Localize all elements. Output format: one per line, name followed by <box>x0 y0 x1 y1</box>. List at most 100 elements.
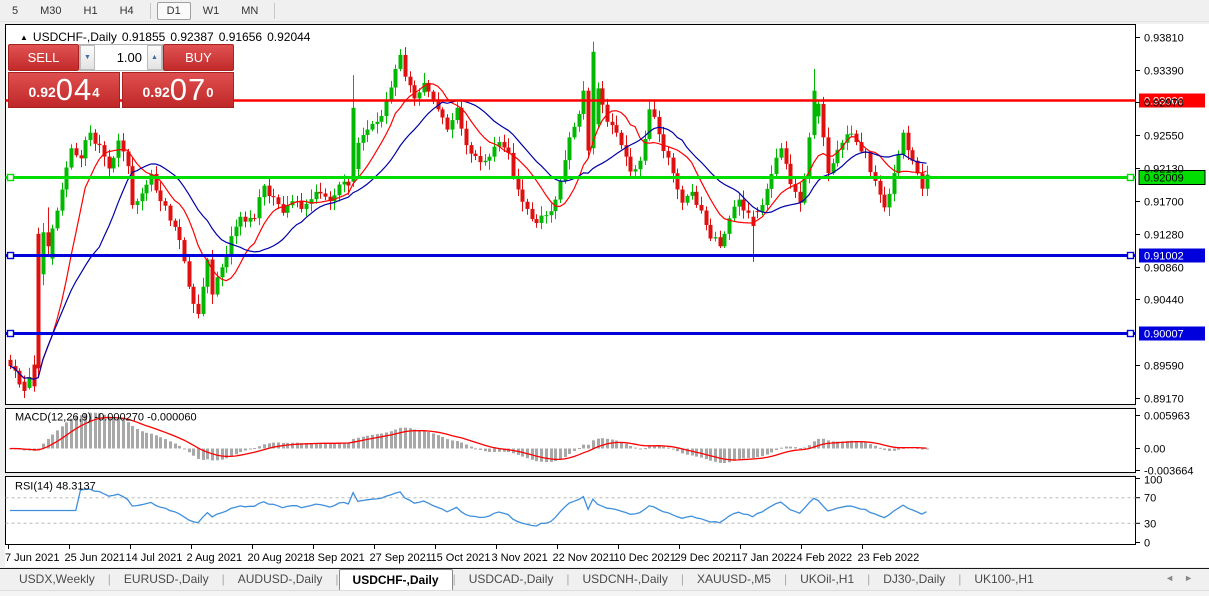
chart-tab-dj30-daily[interactable]: DJ30-,Daily <box>883 572 946 586</box>
chart-window[interactable]: ▲ USDCHF-,Daily 0.91855 0.92387 0.91656 … <box>5 24 1209 567</box>
timeframe-button-mn[interactable]: MN <box>241 4 259 17</box>
tab-scroll-left-icon[interactable]: ◄ <box>1165 573 1185 583</box>
price-axis-column <box>1136 24 1209 567</box>
timeframe-button-w1[interactable]: W1 <box>202 4 220 17</box>
svg-text:0.93390: 0.93390 <box>1144 66 1184 78</box>
svg-text:70: 70 <box>1144 493 1156 505</box>
ohlc-high: 0.92387 <box>170 30 214 44</box>
timeframe-toolbar: 5 M30 H1 H4 D1 W1 MN <box>0 0 1209 22</box>
rsi-line <box>10 488 927 527</box>
buy-price-pip: 0 <box>206 85 214 100</box>
macd-pane <box>5 408 1136 473</box>
date-label: 27 Sep 2021 <box>370 552 432 564</box>
tab-separator: | <box>783 572 788 586</box>
svg-text:0.93810: 0.93810 <box>1144 33 1184 45</box>
tab-separator: | <box>221 572 225 586</box>
date-label: 20 Aug 2021 <box>248 552 310 564</box>
chart-tab-audusd-daily[interactable]: AUDUSD-,Daily <box>237 572 323 586</box>
buy-price-big: 07 <box>169 72 207 107</box>
timeframe-button-h4[interactable]: H4 <box>119 4 134 17</box>
rsi-label: RSI(14) 48.3137 <box>15 481 96 493</box>
svg-text:0.92009: 0.92009 <box>1144 173 1184 185</box>
hline-handle <box>1126 251 1135 260</box>
date-axis-strip <box>5 545 1209 567</box>
symbol-label: USDCHF-,Daily <box>32 30 117 44</box>
date-label: 25 Jun 2021 <box>65 552 126 564</box>
sell-price-panel[interactable]: 0.92 04 4 <box>8 72 120 108</box>
timeframe-button-d1[interactable]: D1 <box>156 1 191 20</box>
hline-handle <box>6 251 15 260</box>
svg-text:0.00: 0.00 <box>1144 444 1165 456</box>
candles-group <box>8 41 930 398</box>
chart-tab-usdcad-daily[interactable]: USDCAD-,Daily <box>468 572 554 586</box>
slow-ma-line <box>9 100 927 380</box>
date-label: 10 Dec 2021 <box>614 552 676 564</box>
sell-button[interactable]: SELL <box>8 44 79 71</box>
svg-text:0.92550: 0.92550 <box>1144 131 1184 143</box>
hline-price-label <box>1138 170 1206 185</box>
date-label: 15 Oct 2021 <box>431 552 491 564</box>
fast-ma-line <box>9 83 927 380</box>
date-label: 17 Jan 2022 <box>736 552 797 564</box>
svg-text:0.91700: 0.91700 <box>1144 197 1184 209</box>
tab-scroll-right-icon[interactable]: ► <box>1184 573 1203 583</box>
chart-tab-usdchf-daily[interactable]: USDCHF-,Daily <box>338 569 453 590</box>
sell-price-big: 04 <box>55 72 93 107</box>
hline-handle <box>6 173 15 182</box>
hline-handle <box>1126 173 1135 182</box>
chart-title: ▲ USDCHF-,Daily 0.91855 0.92387 0.91656 … <box>20 30 310 44</box>
price-chart-canvas[interactable]: 0.93006 0.92009 0.91002 0.90007 0.93810 0.933… <box>5 24 1209 567</box>
collapse-triangle-icon[interactable]: ▲ <box>20 32 28 42</box>
toolbar-separator <box>274 2 276 19</box>
chart-tab-eurusd-daily[interactable]: EURUSD-,Daily <box>123 572 209 586</box>
chart-tab-usdcnh-daily[interactable]: USDCNH-,Daily <box>582 572 668 586</box>
svg-text:0.91002: 0.91002 <box>1144 251 1184 263</box>
date-label: 3 Nov 2021 <box>492 552 548 564</box>
volume-input[interactable] <box>95 45 147 70</box>
buy-button[interactable]: BUY <box>163 44 234 71</box>
macd-label: MACD(12,26,9) -0.000270 -0.000060 <box>15 412 197 424</box>
ohlc-low: 0.91656 <box>218 30 263 44</box>
svg-text:0.91280: 0.91280 <box>1144 230 1184 242</box>
buy-price-prefix: 0.92 <box>142 84 170 100</box>
hline-price-label <box>1139 248 1205 263</box>
svg-text:-0.003664: -0.003664 <box>1144 466 1194 478</box>
date-axis-group <box>8 545 863 549</box>
sell-price-pip: 4 <box>92 85 100 100</box>
hline-handle <box>6 329 15 338</box>
chart-tab-xauusd-m5[interactable]: XAUUSD-,M5 <box>696 572 771 586</box>
tab-separator: | <box>867 572 871 586</box>
rsi-pane <box>5 476 1136 545</box>
svg-text:0.89170: 0.89170 <box>1144 394 1184 406</box>
svg-text:100: 100 <box>1144 475 1162 487</box>
date-label: 7 Jun 2021 <box>5 552 59 564</box>
date-label: 22 Nov 2021 <box>553 552 615 564</box>
svg-text:30: 30 <box>1144 518 1156 530</box>
timeframe-button-5[interactable]: 5 <box>12 4 19 17</box>
ohlc-close: 0.92044 <box>267 30 311 44</box>
tab-separator: | <box>107 572 111 586</box>
hline-price-label <box>1139 93 1205 108</box>
date-label: 14 Jul 2021 <box>126 552 183 564</box>
chart-tab-ukoil-h1[interactable]: UKOil-,H1 <box>800 572 855 586</box>
svg-text:0: 0 <box>1144 538 1150 550</box>
chart-tab-uk100-h1[interactable]: UK100-,H1 <box>974 572 1034 586</box>
tab-separator: | <box>680 572 684 586</box>
hline-handle <box>1126 329 1135 338</box>
date-label: 4 Feb 2022 <box>797 552 853 564</box>
timeframe-button-m30[interactable]: M30 <box>40 4 62 17</box>
buy-price-panel[interactable]: 0.92 07 0 <box>122 72 234 108</box>
chart-tab-bar: USDX,Weekly | EURUSD-,Daily | AUDUSD-,Daily |… <box>0 568 1209 590</box>
svg-text:0.89590: 0.89590 <box>1144 361 1184 373</box>
chart-tab-usdx-weekly[interactable]: USDX,Weekly <box>19 572 95 586</box>
svg-text:0.93006: 0.93006 <box>1144 96 1184 108</box>
status-strip <box>0 590 1209 596</box>
svg-text:0.90860: 0.90860 <box>1144 263 1184 275</box>
volume-increase-button[interactable]: ▲ <box>147 45 162 70</box>
date-label: 2 Aug 2021 <box>187 552 243 564</box>
volume-decrease-button[interactable]: ▼ <box>80 45 95 70</box>
timeframe-button-h1[interactable]: H1 <box>83 4 98 17</box>
svg-text:0.005963: 0.005963 <box>1144 411 1190 423</box>
tab-separator: | <box>335 572 339 586</box>
